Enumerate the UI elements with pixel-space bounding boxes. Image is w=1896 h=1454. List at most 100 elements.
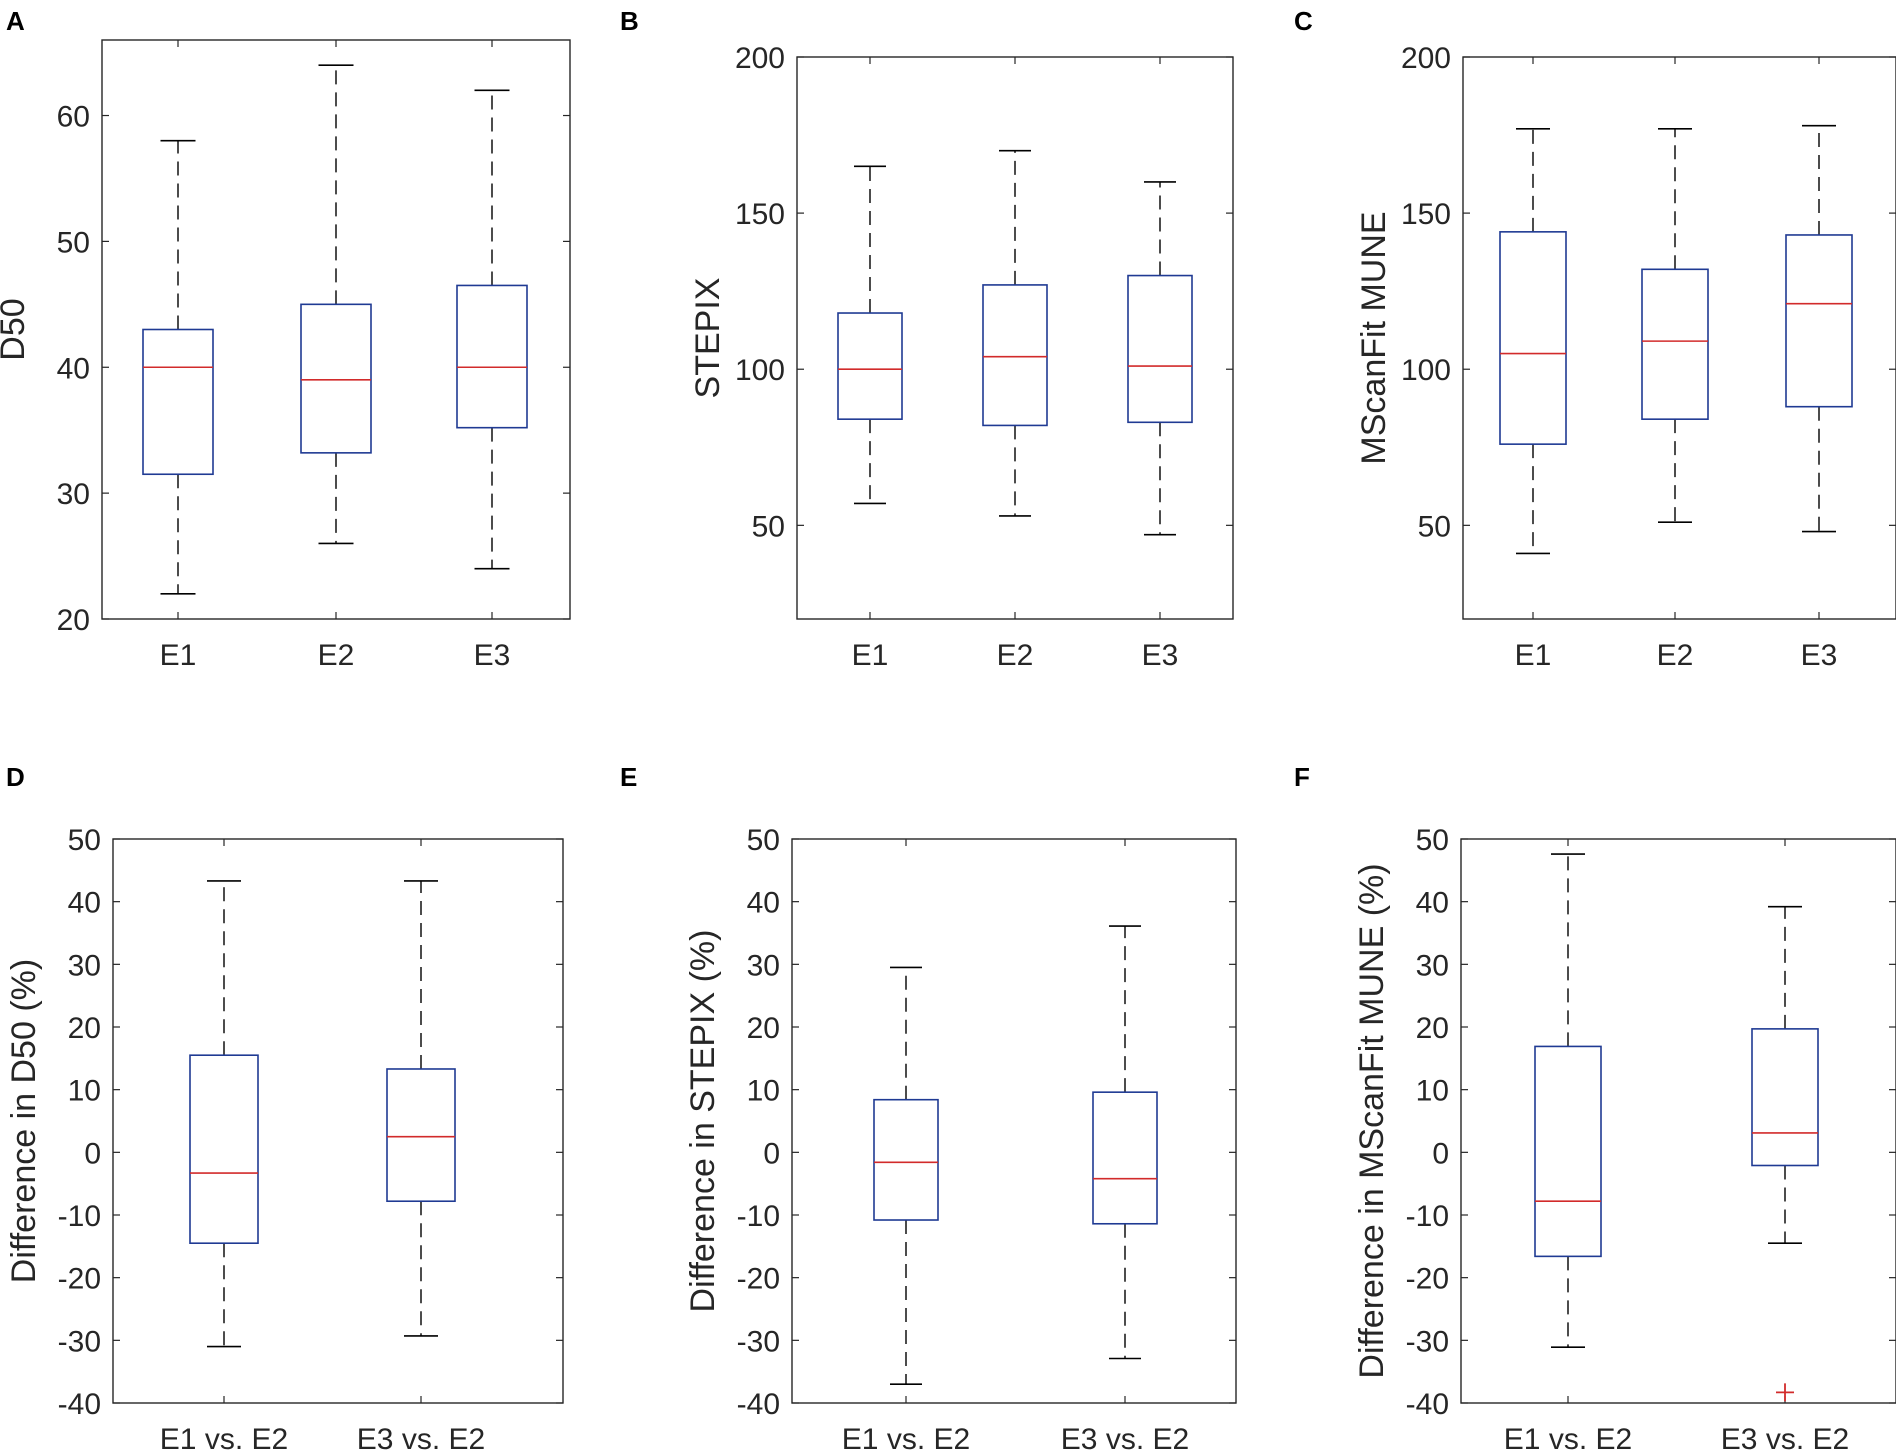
- y-tick-label: 150: [735, 198, 785, 231]
- x-tick-label: E1 vs. E2: [160, 1423, 288, 1454]
- box-e-1: [873, 966, 939, 1385]
- y-tick-label: -40: [58, 1388, 101, 1421]
- x-tick-label: E3 vs. E2: [1721, 1423, 1849, 1454]
- y-tick-label: 50: [1418, 510, 1451, 543]
- axes-frame-f: [1460, 838, 1896, 1404]
- box-e-2: [1092, 925, 1158, 1360]
- y-tick-label: -40: [737, 1388, 780, 1421]
- outlier-marker: [1776, 1383, 1794, 1402]
- y-tick-label: -10: [737, 1200, 780, 1233]
- y-tick-label: 20: [68, 1012, 101, 1045]
- panel-letter-c: C: [1294, 6, 1313, 36]
- y-tick-label: 30: [1416, 949, 1449, 982]
- x-tick-label: E2: [997, 639, 1034, 672]
- x-tick-label: E1: [160, 639, 197, 672]
- panel-letter-f: F: [1294, 762, 1310, 792]
- box-b-2: [982, 149, 1048, 517]
- y-tick-label: 100: [1401, 354, 1451, 387]
- y-tick-label: 30: [747, 949, 780, 982]
- y-tick-label: 40: [1416, 887, 1449, 920]
- y-tick-label: 10: [68, 1075, 101, 1108]
- x-tick-label: E3: [1801, 639, 1838, 672]
- y-axis-label-f: Difference in MScanFit MUNE (%): [1353, 863, 1391, 1378]
- y-tick-label: -30: [737, 1325, 780, 1358]
- y-tick-label: 40: [57, 352, 90, 385]
- box-c-1: [1499, 128, 1567, 555]
- axes-frame-c: [1462, 56, 1896, 620]
- x-tick-label: E1 vs. E2: [1504, 1423, 1632, 1454]
- x-tick-label: E2: [1657, 639, 1694, 672]
- panel-letter-d: D: [6, 762, 25, 792]
- x-tick-label: E1: [1515, 639, 1552, 672]
- x-tick-label: E3 vs. E2: [1061, 1423, 1189, 1454]
- y-tick-label: 20: [747, 1012, 780, 1045]
- panel-c: C 50 100 150 200 E1 E2 E3 MScanFit MUNE: [1294, 6, 1896, 672]
- y-tick-label: -40: [1406, 1388, 1449, 1421]
- y-tick-label: 20: [1416, 1012, 1449, 1045]
- y-tick-label: -10: [58, 1200, 101, 1233]
- box-d-2: [386, 880, 456, 1337]
- y-axis-label-c: MScanFit MUNE: [1355, 211, 1393, 464]
- x-tick-label: E1 vs. E2: [842, 1423, 970, 1454]
- box-c-2: [1641, 128, 1709, 524]
- iqr-box: [1092, 1091, 1158, 1225]
- x-tick-label: E2: [318, 639, 355, 672]
- iqr-box: [1751, 1028, 1819, 1167]
- iqr-box: [1641, 268, 1709, 420]
- panel-letter-b: B: [620, 6, 639, 36]
- y-tick-label: 30: [57, 478, 90, 511]
- box-c-3: [1785, 124, 1853, 533]
- y-tick-label: 50: [747, 824, 780, 857]
- y-tick-label: -10: [1406, 1200, 1449, 1233]
- box-b-3: [1127, 181, 1193, 536]
- y-tick-label: 0: [1432, 1137, 1449, 1170]
- y-tick-label: 10: [747, 1075, 780, 1108]
- box-f-1: [1534, 853, 1602, 1349]
- axes-frame-d: [112, 838, 564, 1404]
- panel-letter-e: E: [620, 762, 637, 792]
- y-tick-label: 200: [1401, 42, 1451, 75]
- iqr-box: [1534, 1045, 1602, 1258]
- y-tick-label: 0: [84, 1137, 101, 1170]
- iqr-box: [1499, 231, 1567, 445]
- y-tick-label: 30: [68, 949, 101, 982]
- y-tick-label: -30: [1406, 1325, 1449, 1358]
- y-tick-label: 60: [57, 101, 90, 134]
- y-axis-label-a: D50: [0, 298, 32, 360]
- box-a-1: [142, 139, 214, 595]
- y-tick-label: 40: [747, 887, 780, 920]
- x-tick-label: E3: [474, 639, 511, 672]
- panel-a: A 20 30 40 50 60 E1 E2 E3 D50: [0, 6, 571, 672]
- y-tick-label: 20: [57, 604, 90, 637]
- y-tick-label: -20: [1406, 1263, 1449, 1296]
- iqr-box: [456, 284, 528, 429]
- iqr-box: [386, 1068, 456, 1203]
- box-f-2: [1751, 905, 1819, 1402]
- y-tick-label: 0: [763, 1137, 780, 1170]
- axes-frame-e: [791, 838, 1237, 1404]
- y-tick-label: 10: [1416, 1075, 1449, 1108]
- y-axis-label-b: STEPIX: [689, 278, 727, 399]
- panel-letter-a: A: [6, 6, 25, 36]
- box-a-2: [300, 64, 372, 545]
- y-tick-label: 50: [57, 226, 90, 259]
- panel-f: F -40 -30 -20 -10 0 10 20 30 40 50 E1 vs. E2 E3 vs. …: [1294, 762, 1896, 1454]
- y-tick-label: 50: [1416, 824, 1449, 857]
- y-tick-label: -20: [737, 1263, 780, 1296]
- panel-b: B 50 100 150 200 E1 E2 E3 STEPIX: [620, 6, 1234, 672]
- iqr-box: [300, 303, 372, 454]
- iqr-box: [982, 284, 1048, 427]
- iqr-box: [873, 1098, 939, 1221]
- panel-d: D -40 -30 -20 -10 0 10 20 30 40 50 E1 vs. E2 E3 vs. …: [5, 762, 564, 1454]
- y-axis-label-d: Difference in D50 (%): [5, 959, 43, 1283]
- y-tick-label: 40: [68, 887, 101, 920]
- iqr-box: [189, 1054, 259, 1244]
- y-tick-label: 150: [1401, 198, 1451, 231]
- y-tick-label: 50: [752, 510, 785, 543]
- iqr-box: [142, 328, 214, 476]
- iqr-box: [1785, 234, 1853, 408]
- iqr-box: [837, 312, 903, 420]
- y-tick-label: -20: [58, 1263, 101, 1296]
